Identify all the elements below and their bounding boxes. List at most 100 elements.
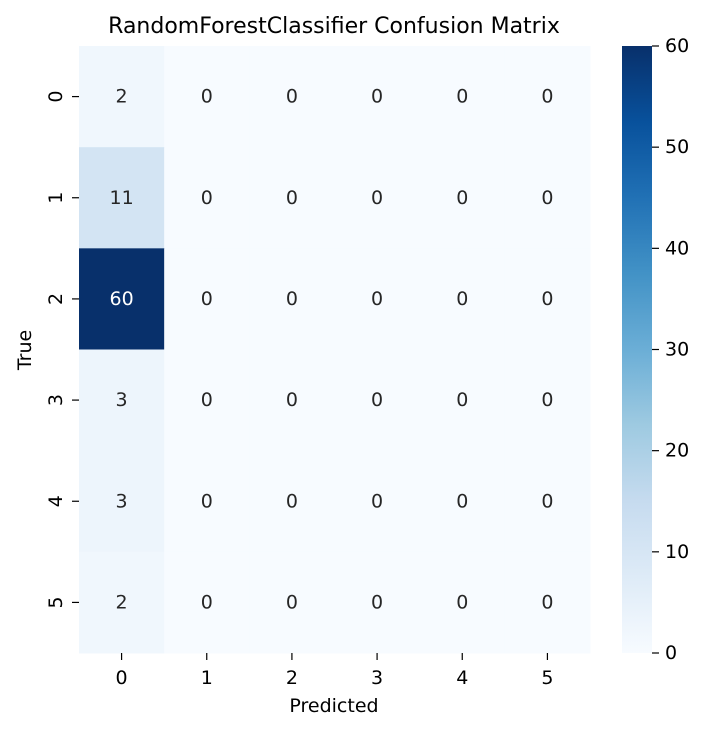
colorbar	[622, 46, 652, 653]
heatmap-cell	[164, 450, 250, 553]
cell-value-label: 0	[201, 288, 213, 310]
x-tick-label: 1	[201, 667, 213, 689]
heatmap-cell	[79, 248, 165, 350]
y-tick-label: 2	[45, 293, 67, 305]
heatmap-cell	[504, 349, 591, 452]
cell-value-label: 0	[541, 86, 553, 108]
cell-value-label: 0	[286, 591, 298, 613]
heatmap-cell	[164, 147, 250, 249]
cell-value-label: 0	[371, 389, 383, 411]
cell-value-label: 0	[456, 86, 468, 108]
cell-value-label: 0	[541, 591, 553, 613]
colorbar-tick-label: 20	[665, 440, 689, 462]
heatmap-cell	[419, 147, 506, 249]
heatmap-cell	[249, 46, 335, 148]
cell-value-label: 0	[286, 490, 298, 512]
cell-value-label: 0	[201, 86, 213, 108]
y-tick-label: 5	[45, 596, 67, 608]
heatmap-cell	[79, 349, 165, 452]
cell-value-label: 0	[201, 389, 213, 411]
cell-value-label: 60	[109, 288, 133, 310]
cell-value-label: 0	[371, 288, 383, 310]
cell-value-label: 0	[201, 591, 213, 613]
cell-value-label: 0	[286, 389, 298, 411]
x-tick-label: 3	[371, 667, 383, 689]
cell-value-label: 0	[456, 389, 468, 411]
heatmap-cell	[504, 248, 591, 350]
cell-value-label: 0	[456, 490, 468, 512]
x-tick-label: 5	[541, 667, 553, 689]
heatmap-cell	[419, 551, 506, 654]
cell-value-label: 0	[541, 288, 553, 310]
heatmap-cell-labels: 2 0 0 0 0 0 11 0 0 0 0 0 60 0 0 0 0 0 3 0 0 0 0 0 3 0 0 0 0 0 2 0 0 0 0 0	[109, 86, 553, 614]
y-axis-ticks: 0 1 2 3 4 5	[45, 91, 79, 608]
y-tick-label: 4	[45, 495, 67, 507]
cell-value-label: 0	[371, 591, 383, 613]
heatmap-cell	[249, 349, 335, 452]
heatmap-cell	[504, 147, 591, 249]
cell-value-label: 0	[371, 187, 383, 209]
cell-value-label: 0	[456, 288, 468, 310]
heatmap-cell	[164, 551, 250, 654]
cell-value-label: 2	[116, 86, 128, 108]
x-tick-label: 2	[286, 667, 298, 689]
heatmap-cell	[334, 46, 421, 148]
heatmap-cell	[504, 46, 591, 148]
cell-value-label: 0	[371, 490, 383, 512]
heatmap-cells	[79, 46, 591, 654]
colorbar-ticks: 0 10 20 30 40 50 60	[652, 35, 689, 664]
colorbar-tick-label: 0	[665, 642, 677, 664]
heatmap-cell	[334, 349, 421, 452]
cell-value-label: 0	[286, 187, 298, 209]
heatmap-cell	[79, 46, 165, 148]
x-axis-label: Predicted	[289, 695, 378, 717]
heatmap-cell	[334, 450, 421, 553]
x-tick-label: 0	[116, 667, 128, 689]
cell-value-label: 0	[201, 490, 213, 512]
heatmap-cell	[419, 46, 506, 148]
cell-value-label: 0	[201, 187, 213, 209]
cell-value-label: 3	[116, 490, 128, 512]
heatmap-cell	[249, 147, 335, 249]
cell-value-label: 0	[371, 86, 383, 108]
y-tick-label: 1	[45, 192, 67, 204]
heatmap-cell	[79, 450, 165, 553]
y-tick-label: 0	[45, 91, 67, 103]
cell-value-label: 0	[286, 288, 298, 310]
colorbar-tick-label: 50	[665, 136, 689, 158]
heatmap-cell	[249, 450, 335, 553]
cell-value-label: 0	[541, 187, 553, 209]
heatmap-cell	[334, 551, 421, 654]
heatmap-cell	[249, 248, 335, 350]
cell-value-label: 0	[541, 389, 553, 411]
heatmap-cell	[419, 248, 506, 350]
heatmap-cell	[164, 349, 250, 452]
chart-title: RandomForestClassifier Confusion Matrix	[108, 14, 560, 39]
cell-value-label: 11	[109, 187, 133, 209]
y-tick-label: 3	[45, 394, 67, 406]
heatmap-cell	[164, 248, 250, 350]
cell-value-label: 0	[456, 591, 468, 613]
heatmap-cell	[79, 147, 165, 249]
heatmap-cell	[249, 551, 335, 654]
heatmap-cell	[504, 551, 591, 654]
heatmap-cell	[504, 450, 591, 553]
cell-value-label: 3	[116, 389, 128, 411]
heatmap-cell	[334, 248, 421, 350]
colorbar-tick-label: 40	[665, 237, 689, 259]
colorbar-tick-label: 30	[665, 339, 689, 361]
cell-value-label: 0	[456, 187, 468, 209]
cell-value-label: 2	[116, 591, 128, 613]
cell-value-label: 0	[286, 86, 298, 108]
x-tick-label: 4	[456, 667, 468, 689]
heatmap-cell	[419, 450, 506, 553]
colorbar-tick-label: 10	[665, 541, 689, 563]
heatmap-cell	[419, 349, 506, 452]
colorbar-tick-label: 60	[665, 35, 689, 57]
x-axis-ticks: 0 1 2 3 4 5	[116, 653, 553, 689]
heatmap-cell	[334, 147, 421, 249]
cell-value-label: 0	[541, 490, 553, 512]
heatmap-cell	[79, 551, 165, 654]
heatmap-cell	[164, 46, 250, 148]
